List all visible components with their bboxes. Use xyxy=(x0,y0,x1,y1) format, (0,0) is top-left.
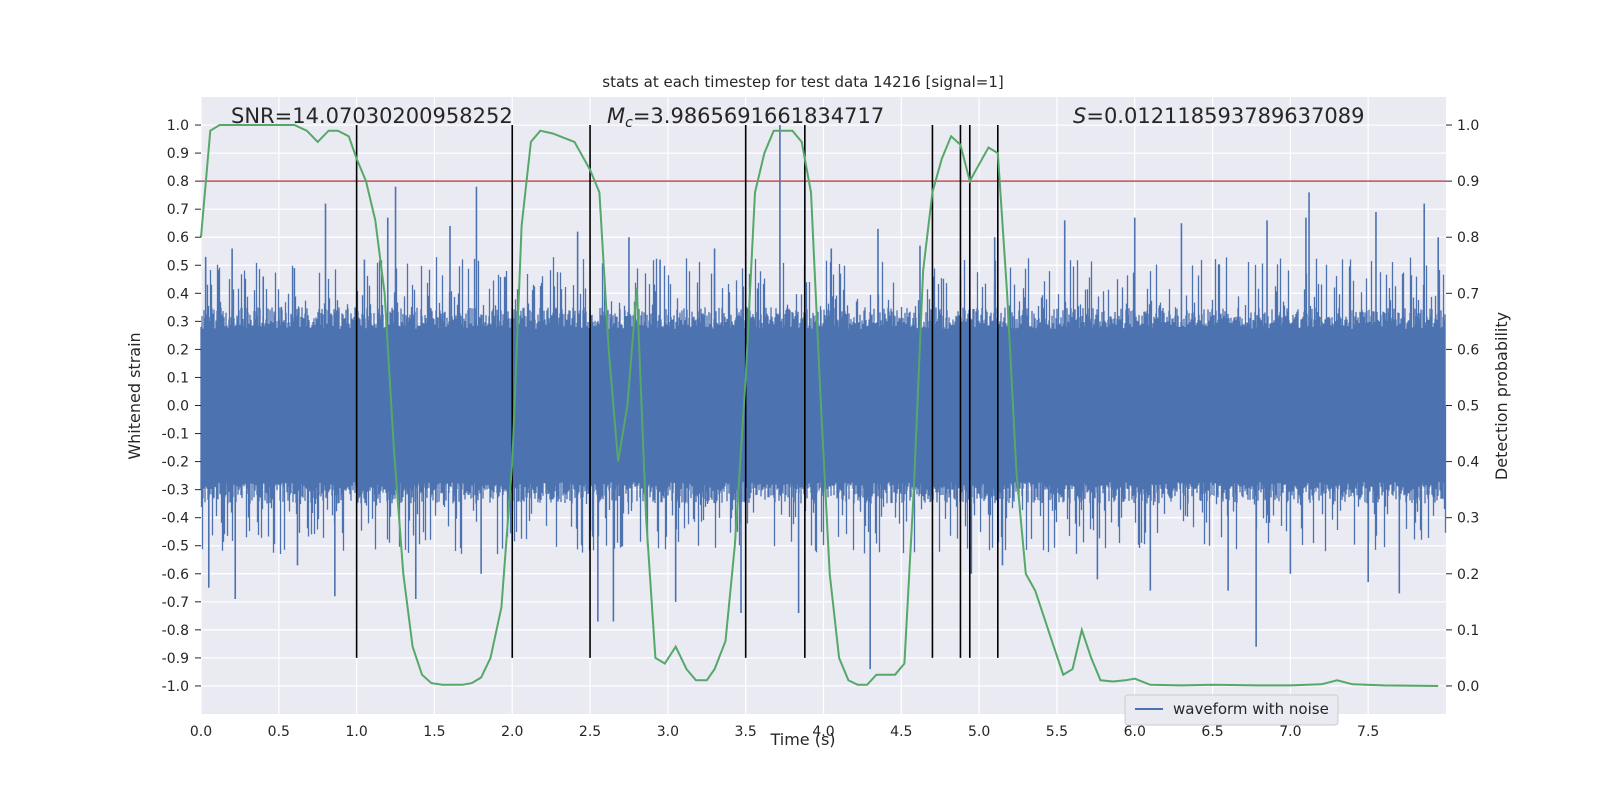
y-tick-label: 0.6 xyxy=(167,230,189,246)
y2-ticks: 1.0 0.9 0.8 0.7 0.6 0.5 0.4 0.3 0.2 0.1 0.0 xyxy=(1446,118,1479,695)
y-tick-label: -0.4 xyxy=(162,511,189,527)
y-tick-label: -0.9 xyxy=(162,651,189,667)
x-axis-label: Time (s) xyxy=(769,730,835,749)
x-tick-label: 7.5 xyxy=(1357,724,1379,740)
y-tick-label: -0.1 xyxy=(162,427,189,443)
detection-probability-series xyxy=(200,124,1439,687)
x-tick-label: 2.0 xyxy=(501,724,523,740)
y-tick-label: 0.1 xyxy=(167,370,189,386)
x-tick-label: 4.5 xyxy=(890,724,912,740)
x-tick-label: 2.5 xyxy=(579,724,601,740)
y2-tick-label: 0.4 xyxy=(1457,455,1479,471)
y2-tick-label: 0.1 xyxy=(1457,623,1479,639)
y-tick-label: 0.9 xyxy=(167,146,189,162)
x-tick-label: 0.5 xyxy=(268,724,290,740)
y-tick-label: 0.2 xyxy=(167,342,189,358)
x-tick-label: 0.0 xyxy=(190,724,212,740)
y2-tick-label: 0.9 xyxy=(1457,174,1479,190)
s-symbol: S xyxy=(1073,104,1086,128)
x-tick-label: 6.5 xyxy=(1201,724,1223,740)
y-tick-label: 0.4 xyxy=(167,286,189,302)
y2-axis-label: Detection probability xyxy=(1492,312,1511,480)
y2-tick-label: 0.8 xyxy=(1457,230,1479,246)
y2-tick-label: 0.3 xyxy=(1457,511,1479,527)
y2-tick-label: 0.5 xyxy=(1457,399,1479,415)
chirp-mass-subscript: c xyxy=(625,115,633,131)
snr-annotation: SNR=14.07030200958252 xyxy=(231,104,513,128)
x-tick-label: 1.0 xyxy=(345,724,367,740)
x-tick-label: 1.5 xyxy=(423,724,445,740)
x-tick-label: 3.5 xyxy=(735,724,757,740)
x-tick-label: 7.0 xyxy=(1279,724,1301,740)
y-tick-label: 0.5 xyxy=(167,258,189,274)
y-tick-label: 0.3 xyxy=(167,314,189,330)
y-tick-label: -0.2 xyxy=(162,455,189,471)
chirp-mass-symbol: M xyxy=(607,104,625,128)
y2-tick-label: 0.2 xyxy=(1457,567,1479,583)
y-axis-label: Whitened strain xyxy=(125,332,144,459)
legend-box xyxy=(1124,694,1339,726)
y-tick-label: 0.8 xyxy=(167,174,189,190)
y2-tick-label: 0.0 xyxy=(1457,679,1479,695)
legend: waveform with noise xyxy=(1124,694,1339,726)
y2-tick-label: 1.0 xyxy=(1457,118,1479,134)
chirp-mass-annotation: Mc=3.9865691661834717 xyxy=(607,104,884,131)
x-tick-label: 4.0 xyxy=(812,724,834,740)
chirp-mass-value: =3.9865691661834717 xyxy=(633,104,884,128)
y2-tick-label: 0.7 xyxy=(1457,286,1479,302)
x-tick-label: 5.5 xyxy=(1046,724,1068,740)
chart-title: stats at each timestep for test data 142… xyxy=(602,73,1003,91)
y-tick-label: -0.6 xyxy=(162,567,189,583)
y-ticks: 1.0 0.9 0.8 0.7 0.6 0.5 0.4 0.3 0.2 0.1 0.0 -0.1 -0.… xyxy=(162,118,201,695)
y-tick-label: -0.7 xyxy=(162,595,189,611)
y-tick-label: 1.0 xyxy=(167,118,189,134)
y2-tick-label: 0.6 xyxy=(1457,342,1479,358)
s-annotation: S=0.012118593789637089 xyxy=(1073,104,1364,128)
x-ticks: 0.0 0.5 1.0 1.5 2.0 2.5 3.0 3.5 4.0 4.5 5.0 5.5 6.0 6… xyxy=(190,724,1379,740)
x-tick-label: 6.0 xyxy=(1124,724,1146,740)
y-tick-label: 0.7 xyxy=(167,202,189,218)
x-tick-label: 5.0 xyxy=(968,724,990,740)
y-tick-label: 0.0 xyxy=(167,399,189,415)
s-value: =0.012118593789637089 xyxy=(1086,104,1364,128)
legend-label: waveform with noise xyxy=(1173,700,1329,718)
x-tick-label: 3.0 xyxy=(657,724,679,740)
y-tick-label: -0.5 xyxy=(162,539,189,555)
y-tick-label: -0.8 xyxy=(162,623,189,639)
y-tick-label: -0.3 xyxy=(162,483,189,499)
vertical-markers xyxy=(355,125,999,658)
y-tick-label: -1.0 xyxy=(162,679,189,695)
